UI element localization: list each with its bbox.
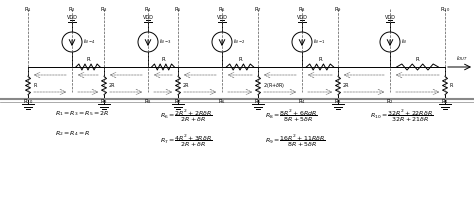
Text: R$_1$: R$_1$	[24, 5, 32, 14]
Text: 2R: 2R	[109, 83, 116, 88]
Text: VDD: VDD	[217, 15, 228, 20]
Text: R$_7$: R$_7$	[254, 5, 262, 14]
Text: R$_5$: R$_5$	[174, 5, 182, 14]
Text: $I_{OUT}$: $I_{OUT}$	[456, 54, 468, 63]
Text: $I_{N-2}$: $I_{N-2}$	[233, 38, 246, 46]
Text: VDD: VDD	[66, 15, 77, 20]
Text: R$_6$: R$_6$	[218, 5, 226, 14]
Text: VDD: VDD	[297, 15, 308, 20]
Text: $R_{10} = \dfrac{32R^2 + 22R\delta R}{32R + 21\delta R}$: $R_{10} = \dfrac{32R^2 + 22R\delta R}{32…	[370, 109, 434, 124]
Text: R: R	[86, 57, 90, 62]
Text: VDD: VDD	[143, 15, 154, 20]
Text: $R_6 = \dfrac{2R^2 + 2R\delta R}{2R + \delta R}$: $R_6 = \dfrac{2R^2 + 2R\delta R}{2R + \d…	[160, 109, 213, 124]
Text: $I_{N-1}$: $I_{N-1}$	[313, 38, 326, 46]
Text: R: R	[238, 57, 242, 62]
Text: R$_2$: R$_2$	[386, 97, 394, 106]
Text: $R_7 = \dfrac{4R^2 + 3R\delta R}{2R + \delta R}$: $R_7 = \dfrac{4R^2 + 3R\delta R}{2R + \d…	[160, 134, 212, 149]
Text: R$_6$: R$_6$	[218, 97, 226, 106]
Text: 2R: 2R	[183, 83, 190, 88]
Text: R$_1$: R$_1$	[441, 97, 449, 106]
Text: R$_{10}$: R$_{10}$	[23, 97, 33, 106]
Text: 2R: 2R	[343, 83, 349, 88]
Text: R$_9$: R$_9$	[334, 5, 342, 14]
Text: R$_4$: R$_4$	[144, 5, 152, 14]
Text: $I_{N-4}$: $I_{N-4}$	[83, 38, 96, 46]
Text: R: R	[161, 57, 165, 62]
Text: R$_{10}$: R$_{10}$	[440, 5, 450, 14]
Text: R$_7$: R$_7$	[174, 97, 182, 106]
Text: $R_2 = R_4 = R$: $R_2 = R_4 = R$	[55, 129, 91, 138]
Text: R$_4$: R$_4$	[298, 97, 306, 106]
Text: R: R	[33, 83, 36, 88]
Text: R$_2$: R$_2$	[68, 5, 76, 14]
Text: $R_1 = R_3 = R_5 = 2R$: $R_1 = R_3 = R_5 = 2R$	[55, 109, 109, 118]
Text: $R_8 = \dfrac{8R^2 + 6Rd R}{8R + 5\delta R}$: $R_8 = \dfrac{8R^2 + 6Rd R}{8R + 5\delta…	[265, 109, 318, 124]
Text: R$_9$: R$_9$	[100, 97, 108, 106]
Text: VDD: VDD	[384, 15, 395, 20]
Text: $I_N$: $I_N$	[401, 38, 407, 46]
Text: R$_8$: R$_8$	[298, 5, 306, 14]
Text: $R_9 = \dfrac{16R^2 + 11R\delta R}{8R + 5\delta R}$: $R_9 = \dfrac{16R^2 + 11R\delta R}{8R + …	[265, 134, 326, 149]
Text: R$_3$: R$_3$	[334, 97, 342, 106]
Text: R: R	[450, 83, 453, 88]
Text: R$_8$: R$_8$	[144, 97, 152, 106]
Text: R: R	[416, 57, 419, 62]
Text: R$_5$: R$_5$	[254, 97, 262, 106]
Text: 2(R+$\delta$R): 2(R+$\delta$R)	[263, 81, 285, 90]
Text: R: R	[318, 57, 322, 62]
Text: R$_3$: R$_3$	[100, 5, 108, 14]
Text: $I_{N-3}$: $I_{N-3}$	[159, 38, 172, 46]
